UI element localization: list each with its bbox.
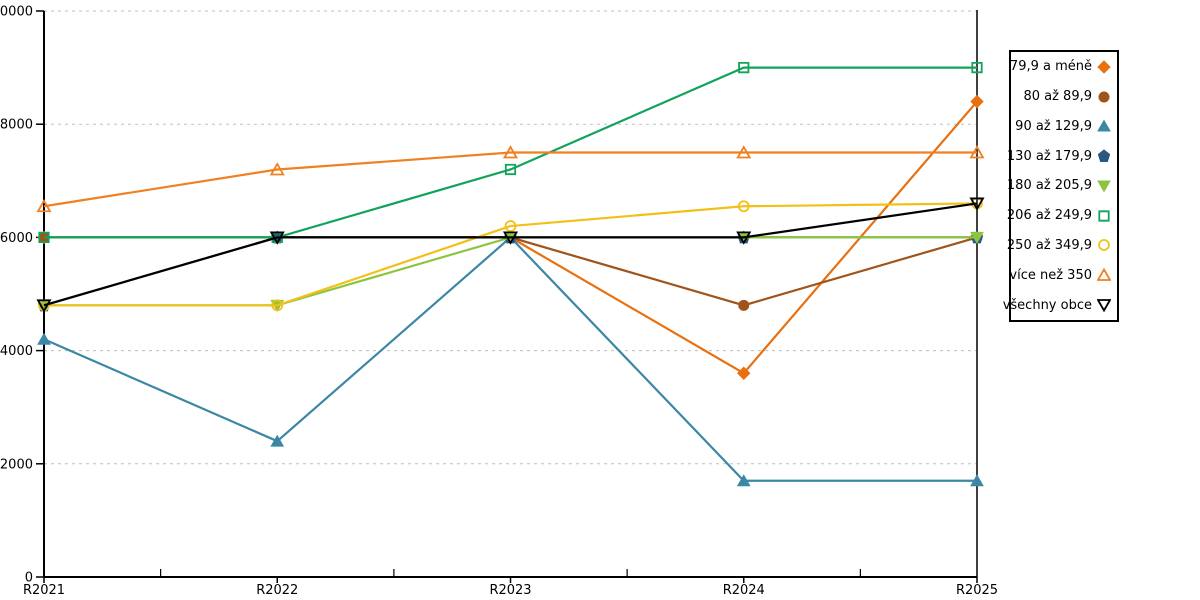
legend-item: více než 350 [1009,267,1117,283]
y-axis: 0 2000 4000 6000 8000 10000 [0,5,45,586]
x-axis: R2021 R2022 R2023 R2024 R2025 [23,569,998,598]
triangle-down-legend-marker-icon [1097,180,1111,193]
data-point [971,61,983,74]
legend-item: 90 až 129,9 [1011,119,1117,134]
legend-item-label: více než 350 [1009,267,1092,283]
data-point [38,231,50,243]
triangle-down-legend-marker-icon [1097,299,1111,312]
x-tick-label: R2023 [489,583,531,598]
y-tick-label: 10000 [0,5,33,20]
data-point [969,145,985,159]
circle-legend-marker-icon [1098,239,1110,252]
data-point [738,61,750,74]
data-point [970,94,984,109]
x-tick-label: R2024 [723,583,765,598]
data-point [736,231,752,245]
data-point [502,145,519,159]
legend-item: 80 až 89,9 [1011,89,1117,104]
triangle-up-legend-marker-icon [1097,119,1111,132]
data-point [738,299,750,311]
data-point [736,145,752,159]
data-point [970,474,984,487]
triangle-up-legend-marker-icon [1097,268,1111,282]
legend-item-label: 180 až 205,9 [1006,178,1092,194]
diamond-legend-marker-icon [1097,60,1111,74]
y-tick-label: 0 [25,571,33,586]
y-tick-label: 2000 [0,457,33,472]
legend-item-label: 206 až 249,9 [1006,208,1092,224]
data-point [737,366,751,380]
series-line [44,202,978,307]
legend-item-label: všechny obce [1002,297,1092,313]
legend-item: 79,9 a méně [1009,59,1117,75]
data-point [736,474,751,487]
data-point [504,220,517,232]
legend-item: 206 až 249,9 [1007,208,1117,223]
data-point [269,162,285,176]
series-line [43,235,977,482]
series-lines [36,61,985,487]
legend-item-label: 130 až 179,9 [1006,148,1092,164]
legend-item-label: 250 až 349,9 [1006,237,1092,253]
series-line [43,236,977,307]
data-point [737,200,750,213]
data-point [37,332,51,345]
series-line [44,66,977,239]
legend-item-label: 79,9 a méně [1009,59,1092,75]
x-tick-label: R2022 [256,583,298,598]
pentagon-legend-marker-icon [1097,149,1111,163]
y-tick-label: 8000 [0,118,33,133]
x-tick-label: R2021 [23,583,65,598]
legend-item: 250 až 349,9 [1007,238,1117,253]
legend-item-label: 90 až 129,9 [1015,118,1092,134]
circle-legend-marker-icon [1098,91,1110,103]
series-line [44,236,977,307]
legend-item: 180 až 205,9 [1007,178,1117,193]
legend: 79,9 a méně 80 až 89,9 90 až 129,9 130 až 1… [1003,50,1119,322]
data-point [271,299,284,312]
series-line [43,151,977,208]
square-legend-marker-icon [1098,210,1110,222]
series-line [43,202,978,307]
series-line [44,236,978,307]
data-point [502,231,519,245]
data-point [36,198,52,213]
data-point [504,163,517,176]
data-point [970,231,984,244]
data-point [36,299,52,313]
data-point [269,231,285,245]
data-point [270,434,285,447]
y-tick-label: 4000 [0,344,33,359]
legend-item-label: 80 až 89,9 [1023,89,1092,105]
legend-item: 130 až 179,9 [1007,149,1117,164]
data-point [969,197,985,211]
y-tick-label: 6000 [0,231,33,246]
x-tick-label: R2025 [956,583,998,598]
legend-item: všechny obce [1003,298,1117,313]
